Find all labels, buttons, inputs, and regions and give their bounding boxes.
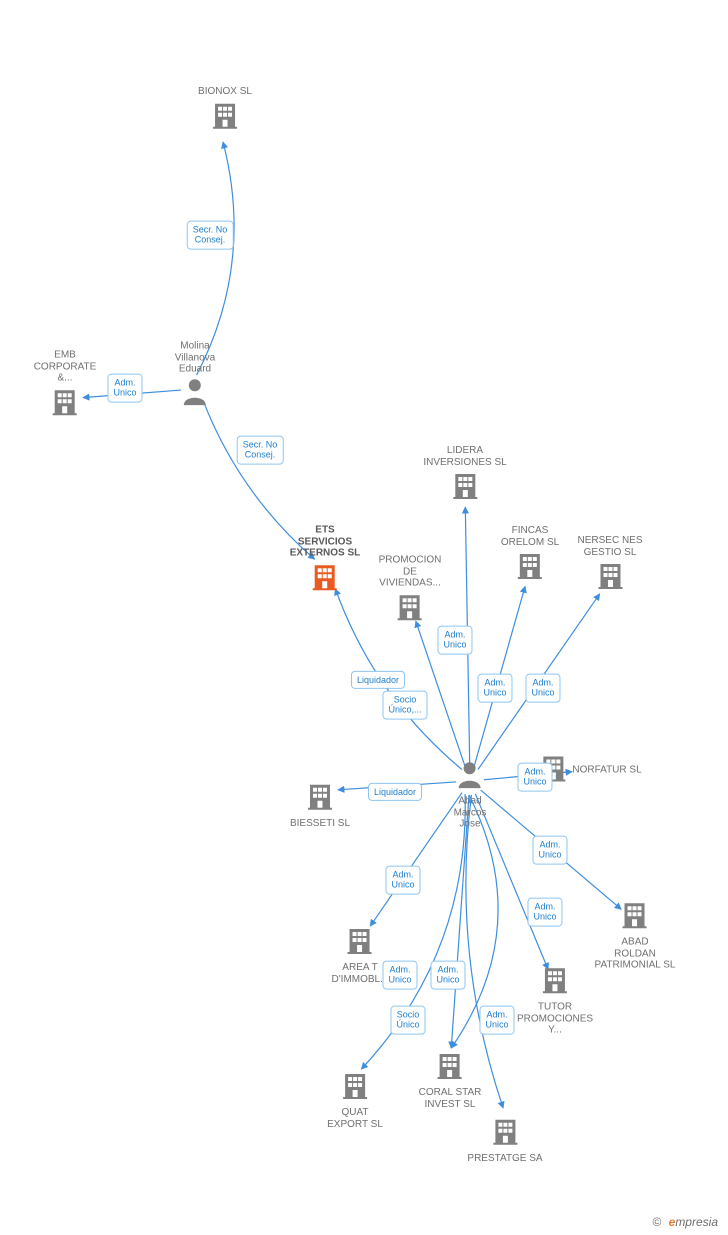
node-prestatge[interactable]: PRESTATGE SA xyxy=(467,1116,542,1165)
edge-label[interactable]: Socio Único,... xyxy=(382,691,427,720)
edge-label[interactable]: Adm. Unico xyxy=(525,674,560,703)
node-label: AREA T D'IMMOBL... xyxy=(332,962,389,985)
node-label: QUAT EXPORT SL xyxy=(327,1107,383,1130)
node-label: BIONOX SL xyxy=(198,86,252,98)
building-icon xyxy=(540,964,570,999)
node-label: BIESSETI SL xyxy=(290,818,350,830)
building-icon xyxy=(490,1116,520,1151)
edge-label[interactable]: Liquidador xyxy=(368,783,422,801)
edge-label[interactable]: Secr. No Consej. xyxy=(187,221,234,250)
edge-label[interactable]: Adm. Unico xyxy=(479,1006,514,1035)
node-label: ABAD ROLDAN PATRIMONIAL SL xyxy=(595,936,676,971)
node-emb[interactable]: EMB CORPORATE &... xyxy=(34,349,97,421)
watermark: © empresia xyxy=(652,1215,718,1229)
node-label: LIDERA INVERSIONES SL xyxy=(423,445,506,468)
building-icon xyxy=(50,386,80,421)
node-ets[interactable]: ETS SERVICIOS EXTERNOS SL xyxy=(290,524,361,596)
node-abadroldan[interactable]: ABAD ROLDAN PATRIMONIAL SL xyxy=(595,899,676,971)
edges-layer xyxy=(0,0,728,1235)
node-label: EMB CORPORATE &... xyxy=(34,349,97,384)
node-label: Molina Villanova Eduard xyxy=(175,340,215,375)
edge-label[interactable]: Adm. Unico xyxy=(107,374,142,403)
building-icon xyxy=(340,1070,370,1105)
building-icon xyxy=(515,550,545,585)
node-area[interactable]: AREA T D'IMMOBL... xyxy=(332,925,389,985)
node-fincas[interactable]: FINCAS ORELOM SL xyxy=(501,525,559,585)
edge-label[interactable]: Liquidador xyxy=(351,671,405,689)
edge-label[interactable]: Adm. Unico xyxy=(477,674,512,703)
node-biesseti[interactable]: BIESSETI SL xyxy=(290,781,350,830)
building-icon xyxy=(345,925,375,960)
node-label: NERSEC NES GESTIO SL xyxy=(577,535,642,558)
copyright-symbol: © xyxy=(652,1215,661,1229)
node-promocion[interactable]: PROMOCION DE VIVIENDAS... xyxy=(379,554,442,626)
node-label: Abad Marcos Jose xyxy=(454,795,487,830)
node-label: TUTOR PROMOCIONES Y... xyxy=(517,1001,593,1036)
edge-label[interactable]: Adm. Unico xyxy=(382,961,417,990)
node-tutor[interactable]: TUTOR PROMOCIONES Y... xyxy=(517,964,593,1036)
building-icon xyxy=(310,561,340,596)
edge-label[interactable]: Secr. No Consej. xyxy=(237,436,284,465)
building-icon xyxy=(305,781,335,816)
edge-abad-area xyxy=(370,793,462,927)
node-label: PROMOCION DE VIVIENDAS... xyxy=(379,554,442,589)
building-icon xyxy=(210,99,240,134)
node-label: FINCAS ORELOM SL xyxy=(501,525,559,548)
edge-label[interactable]: Adm. Unico xyxy=(430,961,465,990)
node-label: ETS SERVICIOS EXTERNOS SL xyxy=(290,524,361,559)
edge-label[interactable]: Adm. Unico xyxy=(517,763,552,792)
building-icon xyxy=(620,899,650,934)
node-label: NORFATUR SL xyxy=(572,764,641,776)
node-norfatur[interactable]: NORFATUR SL xyxy=(538,753,641,788)
edge-label[interactable]: Adm. Unico xyxy=(385,866,420,895)
edge-label[interactable]: Adm. Unico xyxy=(527,898,562,927)
network-canvas: © empresia BIONOX SL EMB CORPORATE &... … xyxy=(0,0,728,1235)
node-label: PRESTATGE SA xyxy=(467,1153,542,1165)
node-abad[interactable]: Abad Marcos Jose xyxy=(454,760,487,830)
node-quat[interactable]: QUAT EXPORT SL xyxy=(327,1070,383,1130)
node-bionox[interactable]: BIONOX SL xyxy=(198,86,252,135)
building-icon xyxy=(450,470,480,505)
person-icon xyxy=(457,760,483,793)
node-lidera[interactable]: LIDERA INVERSIONES SL xyxy=(423,445,506,505)
watermark-rest: mpresia xyxy=(675,1215,718,1229)
building-icon xyxy=(395,591,425,626)
edge-label[interactable]: Adm. Unico xyxy=(532,836,567,865)
building-icon xyxy=(595,560,625,595)
person-icon xyxy=(182,377,208,410)
edge-label[interactable]: Adm. Unico xyxy=(437,626,472,655)
edge-abad-coral xyxy=(451,795,469,1048)
edge-label[interactable]: Socio Único xyxy=(390,1006,425,1035)
node-nersec[interactable]: NERSEC NES GESTIO SL xyxy=(577,535,642,595)
node-label: CORAL STAR INVEST SL xyxy=(419,1087,482,1110)
building-icon xyxy=(435,1050,465,1085)
node-coral[interactable]: CORAL STAR INVEST SL xyxy=(419,1050,482,1110)
node-molina[interactable]: Molina Villanova Eduard xyxy=(175,340,215,410)
